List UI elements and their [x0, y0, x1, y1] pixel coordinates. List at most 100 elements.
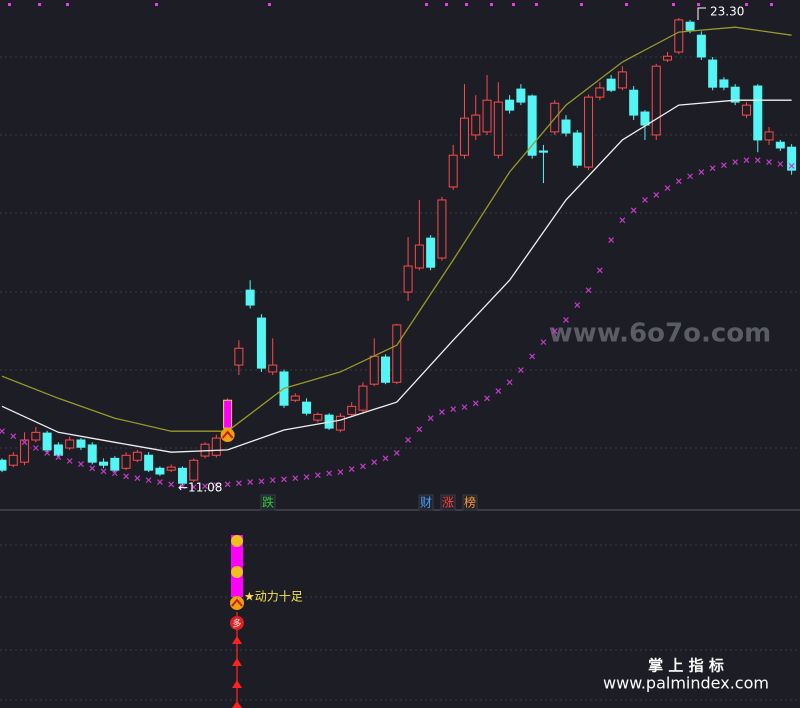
candle-body [358, 385, 368, 411]
candle-body [403, 265, 413, 293]
sar-marker [111, 470, 118, 477]
sar-marker [619, 217, 626, 224]
lower-indicator: 多 ★动力十足 [230, 535, 303, 708]
candle-body [381, 356, 391, 383]
candle-body [527, 95, 537, 156]
candle-body [753, 85, 763, 141]
sar-marker [720, 162, 727, 169]
sar-marker [44, 450, 51, 456]
event-tag: 财 [420, 496, 432, 510]
sar-marker [630, 207, 637, 214]
sar-marker [326, 470, 333, 477]
candle-body [505, 99, 515, 111]
sar-marker [100, 468, 107, 475]
sar-marker [281, 476, 287, 483]
candle-body [65, 439, 75, 449]
candle-body [685, 21, 695, 31]
candle-body [696, 34, 706, 58]
candle-body [245, 289, 255, 306]
sar-marker [89, 465, 96, 472]
sar-marker [66, 458, 73, 464]
sar-marker [145, 477, 152, 484]
candle-body [663, 55, 673, 61]
candle-body [110, 457, 120, 471]
sar-marker [371, 459, 378, 466]
sar-marker [156, 479, 163, 485]
candle-body [177, 467, 187, 484]
plot: 23.30 ←11.08 跌 财涨榜 [0, 5, 797, 511]
sar-marker [664, 185, 671, 192]
sar-marker [202, 483, 208, 490]
top-dots [8, 3, 773, 6]
sar-marker [235, 480, 242, 487]
sar-marker [461, 404, 468, 411]
sar-marker [551, 328, 558, 334]
sar-marker [563, 317, 569, 323]
sar-marker [168, 481, 175, 488]
candle-body [347, 405, 357, 415]
sar-marker [687, 173, 694, 180]
candle-body [493, 101, 503, 156]
candle-body [99, 461, 109, 466]
sar-marker [766, 159, 772, 166]
candle-body [674, 19, 684, 53]
candle-body [414, 244, 424, 269]
watermark: 掌 上 指 标 [648, 657, 724, 675]
sar-marker [123, 473, 130, 480]
candle-body [211, 437, 221, 456]
event-tag: 榜 [464, 495, 476, 510]
candle-body [335, 415, 345, 431]
candle-body [302, 401, 312, 414]
candle-body [155, 467, 165, 475]
candle-body [437, 199, 447, 259]
candle-body [719, 79, 729, 88]
candle-body [741, 104, 751, 116]
sar-marker [574, 302, 581, 308]
event-tag-box [440, 494, 456, 511]
candle-body [606, 78, 616, 91]
sar-marker [32, 445, 39, 451]
sar-marker [427, 415, 434, 422]
sar-marker [754, 157, 761, 164]
candle-body [369, 355, 379, 385]
candle-body [0, 459, 7, 471]
event-tag: 跌 [262, 495, 274, 510]
moving-average [1, 99, 792, 453]
sar-marker [596, 267, 603, 274]
candle-body [223, 399, 233, 429]
candle-body [31, 431, 41, 441]
sar-marker [642, 197, 648, 203]
sar-marker [78, 461, 84, 467]
candle-body [448, 154, 458, 188]
sar-marker [393, 450, 400, 456]
signal-icon [221, 430, 234, 439]
sar-marker [529, 353, 536, 360]
candle-body [76, 439, 86, 448]
sar-marker [303, 474, 310, 480]
candle-body [392, 324, 402, 383]
sar-marker [732, 159, 739, 166]
sar-marker [382, 455, 389, 462]
sar-marker [337, 469, 344, 476]
sar-marker [484, 395, 490, 402]
candle-body [584, 96, 594, 168]
sar-marker [438, 409, 445, 416]
candle-body [651, 65, 661, 136]
sar-marker [10, 433, 17, 440]
sar-marker [698, 169, 705, 175]
candle-body [471, 114, 481, 136]
candle-body [561, 119, 571, 134]
sar-marker [269, 477, 276, 484]
candle-body [256, 317, 266, 369]
candle-body [268, 364, 278, 373]
candle-body [730, 86, 740, 103]
sar-marker [540, 339, 547, 346]
event-tag-box [418, 494, 434, 511]
grid [0, 56, 800, 701]
candle-body [426, 237, 436, 268]
candle-body [629, 89, 639, 116]
candle-body [290, 395, 300, 401]
candle-body [20, 439, 30, 463]
candle-body [313, 413, 323, 421]
